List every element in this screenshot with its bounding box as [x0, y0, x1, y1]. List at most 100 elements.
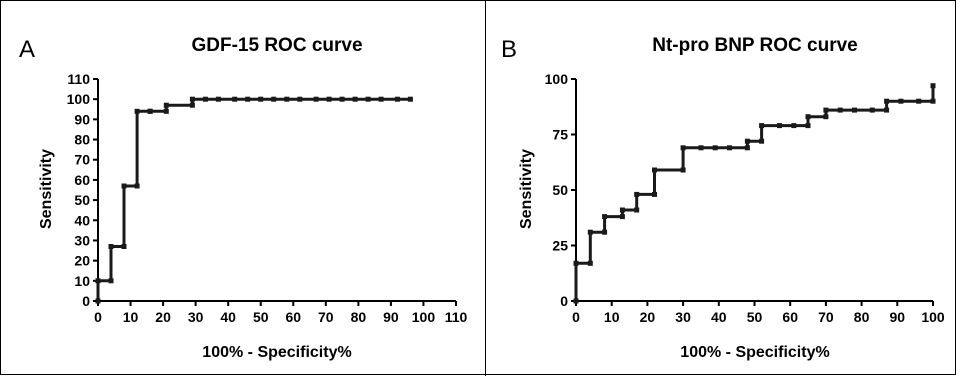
panel-a-x-tick-label: 50 [253, 309, 269, 325]
panel-a-data-point [215, 96, 221, 102]
panel-a-data-point [232, 96, 238, 102]
panel-b-x-tick-label: 40 [711, 309, 727, 325]
panel-a-data-point [297, 96, 303, 102]
panel-a-data-point [95, 298, 101, 304]
panel-a-data-point [271, 96, 277, 102]
panel-a-y-tick-label: 80 [74, 132, 90, 148]
panel-a-letter: A [19, 36, 35, 63]
panel-a-y-tick-label: 40 [74, 212, 90, 228]
panel-b-data-point [930, 83, 936, 89]
panel-b-plot: 0 25 50 75 100 0 10 20 30 40 50 60 70 80 90 100 [545, 71, 945, 325]
panel-a-data-point [284, 96, 290, 102]
panel-b-y-tick-label: 25 [552, 238, 568, 254]
panel-b-x-tick-label: 0 [572, 309, 580, 325]
panel-b-data-point [898, 98, 904, 104]
panel-b-x-tick-label: 20 [640, 309, 656, 325]
panel-a-data-point [365, 96, 371, 102]
panel-a-y-tick-label: 20 [74, 253, 90, 269]
panel-b-data-point [634, 207, 640, 213]
panel-b-data-point [884, 107, 890, 113]
panel-b-xlabel: 100% - Specificity% [680, 344, 829, 361]
panel-b-y-tick-label: 50 [552, 182, 568, 198]
panel-a-data-point [121, 244, 127, 249]
panel-b-y-tick-label: 75 [552, 127, 568, 143]
panel-a-x-tick-label: 60 [285, 309, 301, 325]
panel-b-data-point [587, 260, 593, 266]
panel-b-data-point [573, 298, 579, 304]
panel-b-data-point [852, 107, 857, 113]
panel-b-data-point [823, 114, 829, 120]
panel-a-x-tick-label: 80 [351, 309, 367, 325]
panel-b-data-point [652, 191, 657, 197]
panel-a-x-tick-label: 30 [188, 309, 204, 325]
panel-a-y-tick-label: 90 [74, 111, 90, 127]
panel-a-xlabel: 100% - Specificity% [202, 344, 351, 361]
panel-a-data-point [202, 96, 208, 102]
panel-b-y-tick-label: 100 [545, 71, 569, 87]
panel-b-x-tick-label: 30 [675, 309, 691, 325]
panel-a-data-point [134, 183, 140, 189]
panel-a-x-tick-label: 20 [155, 309, 171, 325]
panel-a-plot: 0 10 20 30 40 50 60 70 80 90 100 110 0 10 20 30 40 50 60 70… [67, 71, 468, 325]
panel-a-data-point [326, 96, 332, 102]
panel-b-data-point [884, 98, 890, 104]
panel-a-title: GDF-15 ROC curve [191, 35, 362, 56]
panel-b-x-tick-label: 10 [604, 309, 620, 325]
panel-a-y-tick-label: 0 [82, 293, 90, 309]
panel-b-data-point [805, 114, 811, 120]
panel-b-data-point [930, 98, 936, 104]
panel-b-x-tick-label: 60 [782, 309, 798, 325]
panel-b-data-point [759, 138, 765, 144]
panel-b-ylabel: Sensitivity [518, 149, 535, 229]
panel-a-y-tick-label: 10 [74, 273, 90, 289]
panel-b-x-tick-label: 50 [747, 309, 763, 325]
panel-b-title: Nt-pro BNP ROC curve [652, 35, 858, 56]
panel-b-data-point [602, 214, 608, 220]
panel-a-data-point [352, 96, 358, 102]
panel-a-y-tick-label: 30 [74, 232, 90, 248]
panel-a-data-point [313, 96, 319, 102]
panel-a-data-point [189, 96, 195, 102]
panel-a-x-tick-label: 90 [383, 309, 399, 325]
panel-b-data-point [619, 207, 625, 213]
panel-b-data-point [680, 167, 686, 173]
panel-a-series-line [96, 97, 411, 301]
panel-b-data-point [573, 260, 579, 266]
panel-divider [485, 1, 486, 376]
panel-a-data-point [95, 278, 101, 284]
panel-a-y-tick-label: 50 [74, 192, 90, 208]
panel-b-data-point [602, 229, 608, 235]
panel-b-letter: B [501, 36, 517, 63]
panel-a-data-point [163, 102, 169, 108]
panel-b-data-point [777, 123, 782, 129]
panel-b-x-tick-label: 90 [890, 309, 906, 325]
panel-b-x-tick-label: 100 [921, 309, 945, 325]
panel-b-data-point [837, 107, 843, 113]
panel-a-ylabel: Sensitivity [38, 149, 55, 229]
panel-b-data-point [744, 138, 750, 144]
panel-a-x-tick-label: 0 [94, 309, 102, 325]
panel-b-data-point [823, 107, 829, 113]
panel-b-data-point [652, 167, 657, 173]
panel-a-x-tick-label: 110 [445, 309, 468, 325]
panel-a-data-point [245, 96, 251, 102]
panel-b-data-point [712, 145, 718, 151]
panel-a-x-tick-label: 70 [318, 309, 334, 325]
panel-a-data-point [147, 108, 153, 114]
panel-a-y-tick-label: 70 [74, 152, 90, 168]
panel-b-series-line [574, 85, 935, 301]
panel-a-data-point [189, 102, 195, 108]
panel-a-data-point [121, 183, 127, 189]
panel-a-data-point [108, 278, 114, 284]
panel-a-y-tick-label: 110 [67, 71, 90, 87]
panel-a-data-point [108, 244, 114, 249]
panel-a-y-tick-label: 100 [67, 91, 91, 107]
panel-a-data-point [339, 96, 345, 102]
panel-a-data-point [134, 108, 140, 114]
panel-b-x-tick-label: 80 [854, 309, 870, 325]
panel-a-x-tick-label: 100 [412, 309, 436, 325]
panel-a-data-point [258, 96, 264, 102]
panel-a-data-point [407, 96, 413, 102]
